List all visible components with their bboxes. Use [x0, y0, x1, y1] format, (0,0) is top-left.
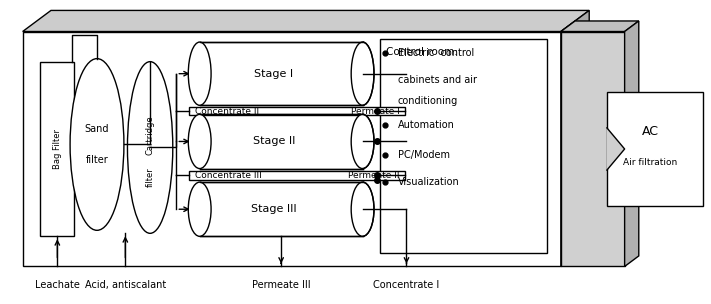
Polygon shape	[607, 128, 625, 170]
Text: Sand: Sand	[85, 124, 109, 134]
Text: Stage I: Stage I	[255, 69, 294, 79]
Ellipse shape	[188, 114, 211, 168]
Ellipse shape	[351, 182, 374, 236]
Bar	[380, 39, 547, 253]
Polygon shape	[561, 10, 589, 267]
Bar	[189, 107, 405, 115]
Text: cabinets and air: cabinets and air	[398, 75, 477, 85]
Bar	[200, 42, 363, 105]
Bar	[607, 92, 702, 206]
Text: Bag Filter: Bag Filter	[53, 129, 62, 169]
Bar	[23, 32, 561, 267]
Bar	[200, 114, 363, 168]
Text: AC: AC	[641, 125, 658, 138]
Text: Permeate I: Permeate I	[351, 106, 400, 116]
Text: Control room:: Control room:	[386, 47, 458, 57]
Text: Permeate III: Permeate III	[252, 280, 311, 289]
Polygon shape	[625, 21, 638, 267]
Text: Automation: Automation	[398, 120, 455, 130]
Text: Concentrate II: Concentrate II	[195, 106, 259, 116]
Bar	[41, 62, 75, 236]
Text: filter: filter	[85, 154, 108, 164]
Bar	[561, 32, 625, 267]
Ellipse shape	[70, 59, 124, 230]
Text: PC/Modem: PC/Modem	[398, 150, 450, 160]
Bar	[200, 182, 363, 236]
Text: Concentrate I: Concentrate I	[373, 280, 439, 289]
Text: Stage II: Stage II	[253, 136, 295, 147]
Text: Cartridge: Cartridge	[146, 116, 154, 155]
Text: Stage III: Stage III	[251, 204, 297, 214]
Text: conditioning: conditioning	[398, 96, 459, 106]
Ellipse shape	[351, 42, 374, 105]
Text: Air filtration: Air filtration	[623, 158, 677, 167]
Ellipse shape	[188, 42, 211, 105]
Text: Electric  control: Electric control	[398, 48, 474, 57]
Text: Permeate II: Permeate II	[348, 171, 400, 180]
Ellipse shape	[351, 114, 374, 168]
Ellipse shape	[188, 182, 211, 236]
Ellipse shape	[127, 62, 173, 233]
Polygon shape	[561, 21, 638, 32]
Text: Concentrate III: Concentrate III	[195, 171, 262, 180]
Text: Leachate: Leachate	[35, 280, 80, 289]
Text: Visualization: Visualization	[398, 177, 460, 187]
Text: Acid, antiscalant: Acid, antiscalant	[85, 280, 166, 289]
Bar	[189, 171, 405, 180]
Text: filter: filter	[146, 168, 154, 188]
Polygon shape	[23, 10, 589, 32]
